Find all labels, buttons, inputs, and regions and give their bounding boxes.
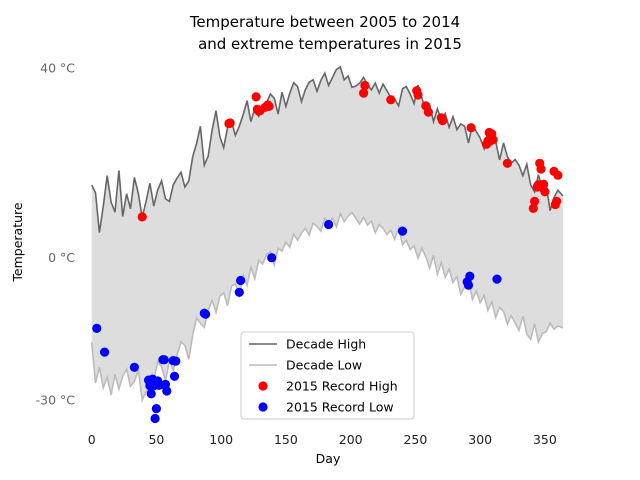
x-tick-label: 150 — [274, 432, 298, 447]
record-low-point — [169, 371, 180, 381]
record-high-point — [423, 107, 433, 117]
record-low-point — [171, 356, 181, 366]
record-high-point — [552, 196, 562, 206]
y-axis-label: Temperature — [10, 202, 25, 282]
record-high-point — [264, 101, 274, 111]
record-low-point — [492, 274, 502, 284]
legend-entry-label: Decade High — [286, 337, 366, 352]
x-axis-ticks: 0 50 100 150 200 250 300 350 — [88, 432, 557, 447]
y-tick-label: 0 °C — [48, 250, 75, 265]
chart-title-line-2: and extreme temperatures in 2015 — [198, 35, 462, 53]
record-high-point — [502, 158, 512, 168]
record-high-point — [488, 135, 498, 145]
record-high-point — [386, 95, 396, 105]
legend-frame — [240, 331, 415, 420]
record-high-point — [553, 170, 563, 180]
record-low-point — [463, 280, 474, 290]
legend-entry-label: 2015 Record High — [286, 379, 398, 394]
record-high-point — [539, 179, 549, 189]
record-low-point — [92, 323, 102, 333]
x-tick-label: 50 — [148, 432, 164, 447]
record-low-point — [146, 389, 156, 399]
record-low-point — [236, 275, 246, 286]
y-tick-label: 40 °C — [40, 61, 75, 76]
x-tick-label: 0 — [88, 432, 96, 447]
record-low-point — [129, 362, 139, 372]
record-low-point — [201, 309, 211, 319]
legend-dot-marker — [258, 381, 268, 391]
record-high-point — [530, 196, 540, 206]
record-high-point — [536, 164, 546, 174]
record-low-point — [100, 347, 110, 357]
record-high-point — [413, 90, 423, 100]
record-high-point — [225, 118, 235, 128]
legend-dot-marker — [258, 402, 268, 412]
x-tick-label: 300 — [468, 432, 492, 447]
legend-entry-label: 2015 Record Low — [286, 400, 394, 415]
record-high-point — [137, 212, 147, 222]
record-high-point — [540, 187, 550, 197]
record-low-point — [267, 253, 277, 263]
x-axis-label: Day — [316, 451, 341, 466]
record-low-point — [465, 271, 475, 281]
legend: Decade High Decade Low 2015 Record High 201… — [240, 331, 415, 420]
record-low-point — [234, 287, 244, 297]
x-tick-label: 250 — [403, 432, 427, 447]
chart-title: Temperature between 2005 to 2014 and ext… — [189, 13, 462, 53]
record-low-point — [151, 404, 161, 414]
record-low-point — [162, 386, 172, 396]
record-low-point — [159, 355, 169, 365]
y-tick-label: -30 °C — [36, 393, 76, 408]
record-low-point — [324, 219, 334, 230]
x-tick-label: 350 — [533, 432, 557, 447]
record-high-point — [359, 88, 369, 98]
record-high-point — [466, 123, 476, 133]
record-low-point — [150, 413, 160, 424]
record-low-point — [397, 226, 408, 236]
record-high-point — [360, 80, 370, 91]
record-high-point — [251, 92, 261, 102]
x-tick-label: 200 — [339, 432, 363, 447]
chart-title-line-1: Temperature between 2005 to 2014 — [189, 13, 460, 31]
record-high-point — [438, 116, 448, 126]
plot-area — [90, 65, 564, 424]
y-axis-ticks: 40 °C 0 °C -30 °C — [36, 61, 76, 408]
record-high-point — [528, 203, 538, 213]
x-tick-label: 100 — [209, 432, 233, 447]
legend-entry-label: Decade Low — [286, 358, 362, 373]
